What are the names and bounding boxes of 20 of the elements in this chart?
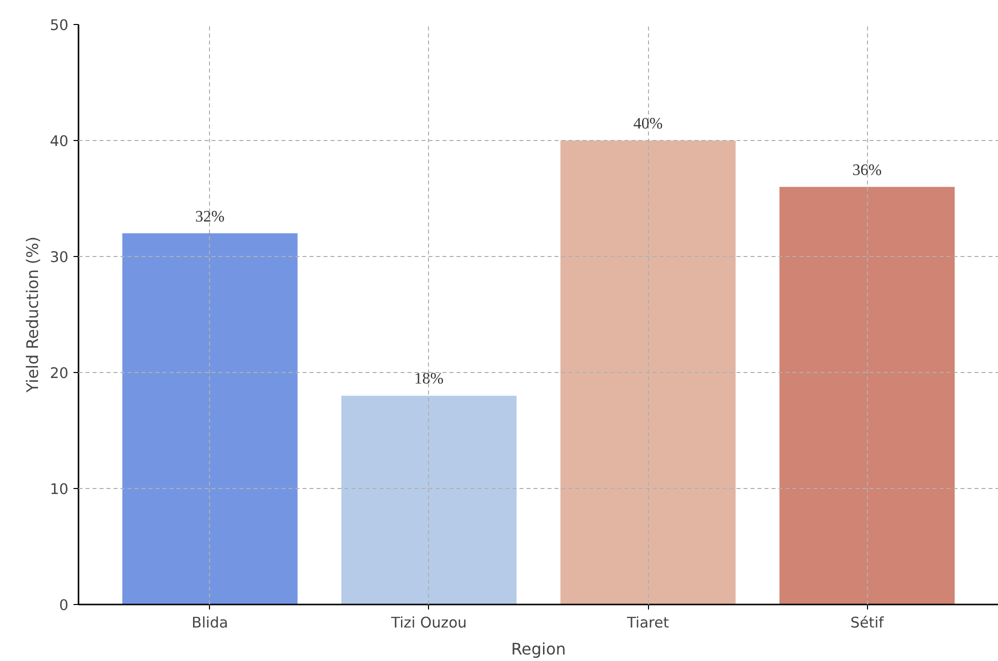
y-tick-label: 30 (50, 249, 69, 266)
data-label: 36% (852, 162, 882, 179)
bar (122, 233, 298, 604)
y-tick-label: 10 (50, 481, 69, 498)
x-tick-label: Tizi Ouzou (390, 614, 467, 632)
y-tick-label: 20 (50, 365, 69, 382)
y-tick-label: 40 (50, 133, 69, 150)
x-axis-title: Region (511, 640, 566, 658)
x-tick-label: Tiaret (626, 614, 670, 632)
data-label: 18% (414, 370, 444, 388)
data-label: 40% (633, 116, 663, 132)
y-tick-label: 0 (59, 597, 69, 614)
x-tick-label: Blida (192, 614, 228, 632)
bar (560, 140, 736, 604)
x-tick-label: Sétif (850, 614, 885, 632)
bar (341, 396, 517, 604)
y-axis-title: Yield Reduction (%) (22, 236, 42, 394)
data-label: 32% (195, 208, 225, 226)
y-tick-label: 50 (50, 17, 69, 34)
bar (779, 186, 955, 604)
